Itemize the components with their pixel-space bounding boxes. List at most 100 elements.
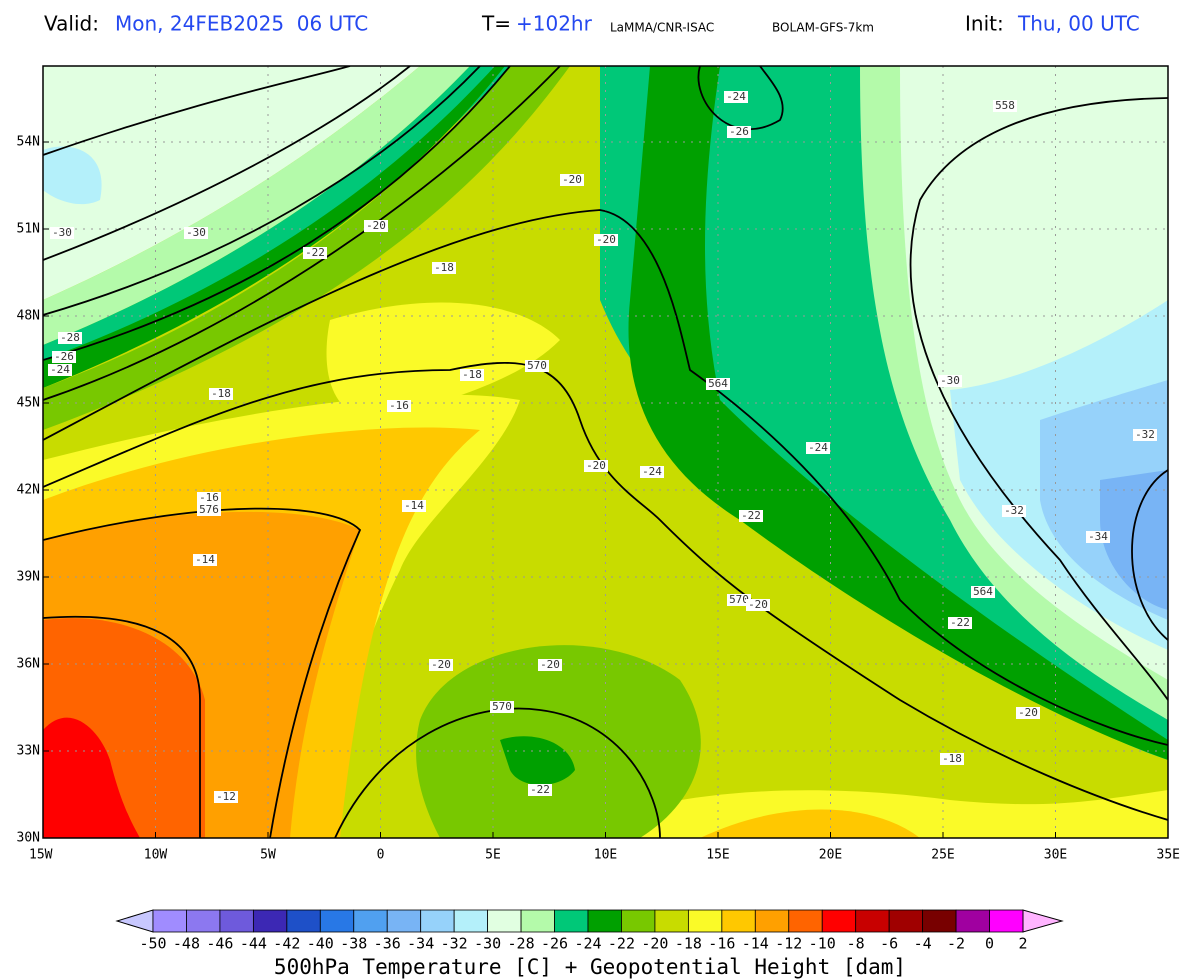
header: Valid: Mon, 24FEB2025 06 UTC T= +102hr L… <box>44 12 1140 36</box>
contour-label-bg <box>727 126 751 138</box>
contour-label: -26 <box>729 125 749 138</box>
contour-label-bg <box>209 388 233 400</box>
colorbar-label: -30 <box>474 935 501 953</box>
lat-label: 39N <box>17 570 40 585</box>
lat-label: 45N <box>17 396 40 411</box>
contour-label: -16 <box>199 491 219 504</box>
colorbar-swatch <box>487 909 522 933</box>
contour-label: 564 <box>708 377 728 390</box>
colorbar-label: -14 <box>742 935 769 953</box>
contour-label-bg <box>460 369 484 381</box>
colorbar-swatch <box>855 909 890 933</box>
contour-label-bg <box>525 360 549 372</box>
contour <box>43 66 561 401</box>
colorbar-label: -48 <box>173 935 200 953</box>
contour-label: -24 <box>50 363 70 376</box>
contour-label: -12 <box>216 790 236 803</box>
contour-label: -20 <box>748 598 768 611</box>
colorbar-swatch <box>386 909 422 933</box>
contour-label: 576 <box>199 503 219 516</box>
contour <box>43 66 481 316</box>
contour <box>43 66 511 361</box>
contour-label-bg <box>48 364 72 376</box>
colorbar-label: -40 <box>307 935 334 953</box>
colorbar-label: -34 <box>407 935 434 953</box>
contour-label: -20 <box>562 173 582 186</box>
contour <box>43 66 411 261</box>
contour-label: -30 <box>940 374 960 387</box>
contour-label: -24 <box>808 441 828 454</box>
contour-label-bg <box>528 784 552 796</box>
colorbar-swatch <box>353 909 388 933</box>
colorbar-title: 500hPa Temperature [C] + Geopotential He… <box>274 955 906 979</box>
field <box>500 736 575 785</box>
contour-label-bg <box>429 659 453 671</box>
contour-label: -32 <box>1004 504 1024 517</box>
contour-label: -18 <box>211 387 231 400</box>
colorbar-label: -26 <box>541 935 568 953</box>
contour-label: -20 <box>586 459 606 472</box>
contour <box>334 707 661 838</box>
colorbar-swatch <box>888 909 924 933</box>
contour-label: -18 <box>462 368 482 381</box>
contour-label-bg <box>490 701 514 713</box>
field <box>43 66 510 380</box>
contour-label: -14 <box>195 553 215 566</box>
lon-label: 15W <box>29 848 53 863</box>
colorbar-swatch <box>955 909 990 933</box>
model: BOLAM-GFS-7km <box>772 21 874 35</box>
colorbar-swatch <box>687 909 723 933</box>
t-value: +102hr <box>516 12 593 36</box>
contour <box>43 361 1168 821</box>
contour-label-bg <box>364 220 388 232</box>
contour-label: -34 <box>1088 530 1108 543</box>
contour-label: 570 <box>729 593 749 606</box>
colorbar-swatch <box>520 909 555 933</box>
colorbar-label: -2 <box>947 935 965 953</box>
colorbar-label: -12 <box>775 935 802 953</box>
colorbar-swatch <box>286 909 321 933</box>
contour-label-bg <box>1016 707 1040 719</box>
contour-label-bg <box>538 659 562 671</box>
contour-label-bg <box>706 378 730 390</box>
field <box>700 809 920 838</box>
colorbar-label: -50 <box>139 935 166 953</box>
colorbar-label: -38 <box>340 935 367 953</box>
colorbar-swatch <box>821 909 857 933</box>
colorbar-swatch <box>754 909 790 933</box>
contour-label-bg <box>184 227 208 239</box>
contour <box>43 615 201 838</box>
lat-label: 33N <box>17 744 40 759</box>
colorbar-swatch <box>186 909 221 933</box>
contour-label-bg <box>971 586 995 598</box>
contour-label: -30 <box>52 226 72 239</box>
contour-label: -22 <box>530 783 550 796</box>
field <box>600 66 1168 760</box>
contour-label-bg <box>432 262 456 274</box>
contour-label-bg <box>560 174 584 186</box>
lon-label: 15E <box>706 848 729 863</box>
contour <box>909 97 1168 701</box>
contour-label-bg <box>584 460 608 472</box>
colorbar-arrow <box>1022 909 1064 933</box>
colorbar-label: -16 <box>708 935 735 953</box>
grid <box>43 66 1168 838</box>
contour-label-bg <box>1133 429 1157 441</box>
t-label: T= <box>481 12 511 36</box>
colorbar-label: -18 <box>675 935 702 953</box>
contour-label-bg <box>303 247 327 259</box>
init-value: Thu, 00 UTC <box>1017 12 1140 36</box>
colorbar-swatch <box>587 909 622 933</box>
contour-label-bg <box>58 332 82 344</box>
contour-label: -26 <box>54 350 74 363</box>
colorbar-label: -8 <box>847 935 865 953</box>
source: LaMMA/CNR-ISAC <box>610 21 714 35</box>
contour-label-bg <box>197 492 221 504</box>
lat-label: 54N <box>17 135 40 150</box>
contour-label-bg <box>993 100 1017 112</box>
colorbar-arrow <box>115 909 154 933</box>
lat-label: 30N <box>17 831 40 846</box>
colorbar-swatch <box>453 909 489 933</box>
contour-label-bg <box>948 617 972 629</box>
colorbar-label: -46 <box>206 935 233 953</box>
